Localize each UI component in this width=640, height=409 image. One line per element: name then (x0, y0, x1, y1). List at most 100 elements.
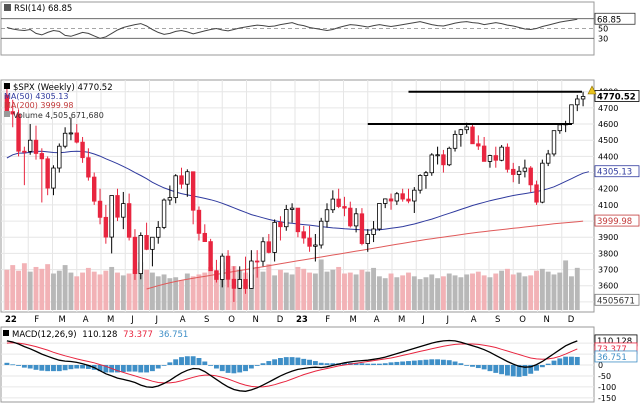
signal-value-label: 73.377 (123, 330, 153, 340)
volume-bar (504, 268, 510, 310)
volume-bar (342, 273, 347, 310)
volume-bar (272, 275, 278, 310)
candle-up (260, 241, 266, 262)
candle-down (115, 195, 120, 218)
candle-down (144, 235, 149, 250)
histogram-bar (446, 360, 452, 365)
candle-up (383, 198, 388, 204)
histogram-bar (283, 357, 289, 365)
candle-up (557, 124, 563, 132)
value-tag-label: 4770.52 (597, 92, 636, 102)
volume-bar (179, 280, 184, 310)
volume-bar (446, 273, 452, 310)
volume-bar (394, 277, 400, 310)
histogram-bar (400, 361, 406, 365)
x-tick-label: F (325, 315, 330, 325)
histogram-bar (202, 361, 208, 365)
candle-down (33, 139, 39, 154)
x-tick-label: A (471, 315, 477, 325)
candle-up (272, 221, 277, 253)
x-tick-label: O (228, 315, 235, 325)
candle-down (231, 278, 237, 289)
candle-up (545, 153, 551, 164)
histogram-bar (452, 361, 458, 365)
histogram-bar (429, 359, 435, 365)
histogram-bar (161, 365, 167, 366)
volume-bar (91, 271, 97, 310)
histogram-bar (551, 360, 557, 365)
volume-bar (347, 272, 353, 310)
candle-down (470, 126, 475, 145)
legend-ma50-label: MA(50) 4305.13 (4, 92, 68, 101)
candle-up (237, 279, 242, 289)
x-tick-label: J (421, 315, 425, 325)
legend-swatch-icon (4, 83, 10, 89)
price-tick-label: 4400 (598, 152, 618, 161)
volume-bar (4, 269, 10, 310)
rsi-panel: RSI(14) 68.85 70503068.85 (0, 1, 636, 56)
volume-bar (208, 266, 214, 310)
histogram-bar (248, 365, 254, 369)
volume-bar (481, 275, 487, 310)
macd-tick-label: 0 (598, 361, 603, 370)
macd-tick-label: -100 (598, 383, 616, 392)
candle-up (499, 146, 504, 161)
histogram-bar (359, 363, 365, 365)
candle-down (126, 203, 132, 238)
histogram-bar (16, 365, 21, 366)
candle-down (342, 206, 347, 209)
macd-legend-label: MACD(12,26,9) (12, 330, 77, 340)
volume-bar (167, 278, 173, 310)
macd-panel: 100500-50-100-150 MACD(12,26,9) 110.128 … (0, 326, 638, 403)
macd-legend-swatch-icon (3, 330, 9, 336)
value-tag-label: 4305.13 (597, 168, 632, 178)
histogram-bar (62, 365, 68, 371)
candle-up (464, 126, 469, 131)
x-tick-label: J (155, 315, 159, 325)
volume-bar (173, 277, 179, 310)
histogram-bar (493, 365, 499, 373)
rsi-line (6, 18, 578, 39)
candle-down (86, 157, 91, 178)
x-tick-label: A (374, 315, 380, 325)
rsi-tick-label: 50 (598, 25, 608, 34)
candle-down (528, 167, 533, 186)
rsi-legend-swatch-icon (4, 4, 11, 11)
candle-up (51, 167, 56, 189)
candle-down (505, 146, 510, 170)
histogram-bar (376, 363, 382, 365)
histogram-bar (522, 365, 528, 376)
histogram-bar (324, 363, 330, 365)
candle-up (540, 162, 545, 203)
volume-bar (10, 265, 16, 310)
volume-bar (120, 275, 126, 310)
volume-bar (359, 269, 365, 310)
x-tick-label: M (107, 315, 114, 325)
price-tick-label: 3900 (598, 233, 618, 242)
x-tick-label: A (83, 315, 89, 325)
histogram-bar (184, 356, 190, 365)
candle-down (301, 231, 306, 239)
candle-up (57, 145, 62, 169)
candle-up (516, 170, 522, 175)
volume-bar (138, 262, 144, 310)
candle-down (511, 168, 516, 175)
histogram-bar (307, 359, 312, 365)
histogram-bar (254, 365, 260, 366)
x-tick-label: N (253, 315, 259, 325)
volume-bar (522, 276, 528, 310)
histogram-bar (301, 358, 307, 365)
candle-up (458, 129, 464, 135)
triangle-up-icon (587, 85, 597, 95)
histogram-bar (85, 365, 91, 369)
volume-bar (563, 260, 569, 310)
histogram-bar (144, 365, 150, 373)
histogram-bar (33, 365, 39, 370)
x-tick-label: 23 (296, 315, 308, 325)
x-tick-label: D (568, 315, 575, 325)
value-tag-box (594, 90, 640, 102)
x-tick-label: M (59, 315, 66, 325)
histogram-bar (394, 361, 400, 365)
price-tick-label: 4600 (598, 120, 618, 129)
histogram-bar (120, 365, 126, 372)
